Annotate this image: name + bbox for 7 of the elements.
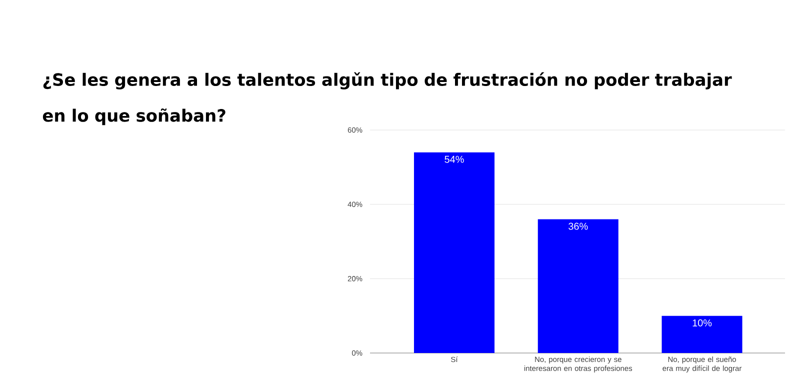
- data-label: 54%: [444, 156, 464, 163]
- bar: [414, 152, 495, 354]
- bar: [538, 219, 618, 354]
- data-label: 36%: [568, 222, 588, 230]
- chart-title: ¿Se les genera a los talentos algǔn tipo de frustración no poder trabajar en lo que soñaban?: [42, 72, 732, 126]
- bar: [662, 316, 742, 354]
- data-label: 10%: [692, 319, 712, 326]
